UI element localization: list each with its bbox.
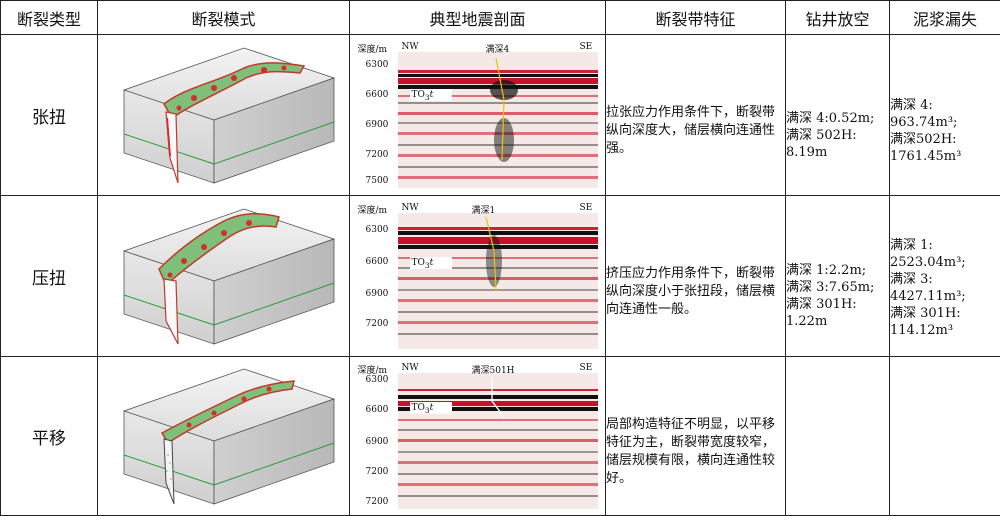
drilling-void-line: 1.22m <box>786 314 827 329</box>
direction-left: NW <box>402 203 419 213</box>
drilling-void-line: 满深 4:0.52m; <box>786 111 874 126</box>
header-row: 断裂类型 断裂模式 典型地震剖面 断裂带特征 钻井放空 泥浆漏失 <box>1 1 1000 35</box>
fault-block-diagram <box>104 38 344 188</box>
table-row: 平移 <box>1 357 1000 516</box>
header-fault-features: 断裂带特征 <box>606 1 786 35</box>
fault-model-cell <box>98 196 350 357</box>
drilling-void-line: 8.19m <box>786 145 827 160</box>
depth-tick: 6900 <box>366 289 389 299</box>
header-seismic-section: 典型地震剖面 <box>350 1 606 35</box>
fault-block-diagram <box>104 359 344 509</box>
fault-feature-cell: 拉张应力作用条件下，断裂带纵向深度大，储层横向连通性强。 <box>606 35 786 196</box>
fault-feature-text: 拉张应力作用条件下，断裂带纵向深度大，储层横向连通性强。 <box>606 72 785 158</box>
depth-tick: 7500 <box>366 176 389 186</box>
fault-feature-cell: 挤压应力作用条件下，断裂带纵向深度小于张扭段，储层横向连通性一般。 <box>606 196 786 357</box>
drilling-void-line: 满深 301H: <box>786 297 857 312</box>
well-label: 满深4 <box>486 42 510 55</box>
mud-loss-cell <box>890 357 1000 516</box>
depth-tick: 6600 <box>366 90 389 100</box>
seismic-image <box>354 40 602 190</box>
direction-left: NW <box>402 42 419 52</box>
horizon-label: TO3t <box>412 90 434 102</box>
depth-tick: 6600 <box>366 257 389 267</box>
direction-right: SE <box>580 42 593 52</box>
header-fault-type: 断裂类型 <box>1 1 98 35</box>
drilling-void-cell <box>786 357 890 516</box>
fault-type-cell: 平移 <box>1 357 98 516</box>
depth-tick: 6300 <box>366 225 389 235</box>
fault-type-cell: 张扭 <box>1 35 98 196</box>
mud-loss-list: 满深 1: 2523.04m³; 满深 3: 4427.11m³; 满深 301… <box>890 213 1000 339</box>
drilling-void-list: 满深 4:0.52m; 满深 502H: 8.19m <box>786 70 889 161</box>
mud-loss-line: 满深502H: <box>890 132 957 147</box>
depth-tick: 6900 <box>366 437 389 447</box>
seismic-section-2: 深度/m NW SE 满深1 TO3t 6300 6600 6900 7200 <box>354 201 602 351</box>
depth-tick: 6300 <box>366 375 389 385</box>
mud-loss-cell: 满深 1: 2523.04m³; 满深 3: 4427.11m³; 满深 301… <box>890 196 1000 357</box>
mud-loss-line: 963.74m³; <box>890 115 957 130</box>
fault-feature-text: 局部构造特征不明显，以平移特征为主，断裂带宽度较窄，储层规模有限，横向连通性较好… <box>606 384 785 488</box>
mud-loss-line: 2523.04m³; <box>890 255 966 270</box>
mud-loss-line: 4427.11m³; <box>890 289 966 304</box>
mud-loss-line: 满深 3: <box>890 272 933 287</box>
drilling-void-cell: 满深 4:0.52m; 满深 502H: 8.19m <box>786 35 890 196</box>
drilling-void-cell: 满深 1:2.2m; 满深 3:7.65m; 满深 301H: 1.22m <box>786 196 890 357</box>
depth-tick: 6300 <box>366 60 389 70</box>
mud-loss-line: 1761.45m³ <box>890 149 961 164</box>
fault-model-cell <box>98 357 350 516</box>
depth-tick: 7200 <box>366 467 389 477</box>
depth-axis-label: 深度/m <box>358 42 388 55</box>
table-row: 压扭 <box>1 196 1000 357</box>
direction-left: NW <box>402 363 419 373</box>
drilling-void-line: 满深 1:2.2m; <box>786 263 866 278</box>
drilling-void-line: 满深 502H: <box>786 128 857 143</box>
well-label: 满深501H <box>472 363 515 376</box>
fault-model-cell <box>98 35 350 196</box>
header-fault-model: 断裂模式 <box>98 1 350 35</box>
direction-right: SE <box>580 363 593 373</box>
depth-tick: 7200 <box>366 150 389 160</box>
seismic-image <box>354 201 602 351</box>
depth-tick: 6900 <box>366 120 389 130</box>
depth-tick: 7200 <box>366 319 389 329</box>
fault-feature-cell: 局部构造特征不明显，以平移特征为主，断裂带宽度较窄，储层规模有限，横向连通性较好… <box>606 357 786 516</box>
mud-loss-line: 满深 301H: <box>890 306 961 321</box>
seismic-section-cell: 深度/m NW SE 满深501H TO3t 6300 6600 6900 72… <box>350 357 606 516</box>
mud-loss-line: 满深 1: <box>890 238 933 253</box>
seismic-section-3: 深度/m NW SE 满深501H TO3t 6300 6600 6900 72… <box>354 361 602 511</box>
header-mud-loss: 泥浆漏失 <box>890 1 1000 35</box>
fault-feature-text: 挤压应力作用条件下，断裂带纵向深度小于张扭段，储层横向连通性一般。 <box>606 233 785 319</box>
well-label: 满深1 <box>472 203 496 216</box>
depth-tick: 6600 <box>366 405 389 415</box>
depth-tick: 7200 <box>366 497 389 507</box>
direction-right: SE <box>580 203 593 213</box>
seismic-section-cell: 深度/m NW SE 满深4 TO3t 6300 6600 6900 7200 … <box>350 35 606 196</box>
seismic-section-1: 深度/m NW SE 满深4 TO3t 6300 6600 6900 7200 … <box>354 40 602 190</box>
drilling-void-line: 满深 3:7.65m; <box>786 280 874 295</box>
mud-loss-line: 114.12m³ <box>890 323 953 338</box>
seismic-image <box>354 361 602 511</box>
mud-loss-list: 满深 4: 963.74m³; 满深502H: 1761.45m³ <box>890 65 1000 165</box>
table-row: 张扭 <box>1 35 1000 196</box>
header-drilling-void: 钻井放空 <box>786 1 890 35</box>
horizon-label: TO3t <box>412 258 434 270</box>
fault-block-diagram <box>104 199 344 349</box>
seismic-section-cell: 深度/m NW SE 满深1 TO3t 6300 6600 6900 7200 <box>350 196 606 357</box>
depth-axis-label: 深度/m <box>358 203 388 216</box>
horizon-label: TO3t <box>412 403 434 415</box>
mud-loss-line: 满深 4: <box>890 98 933 113</box>
drilling-void-list: 满深 1:2.2m; 满深 3:7.65m; 满深 301H: 1.22m <box>786 222 889 330</box>
fault-type-cell: 压扭 <box>1 196 98 357</box>
mud-loss-cell: 满深 4: 963.74m³; 满深502H: 1761.45m³ <box>890 35 1000 196</box>
